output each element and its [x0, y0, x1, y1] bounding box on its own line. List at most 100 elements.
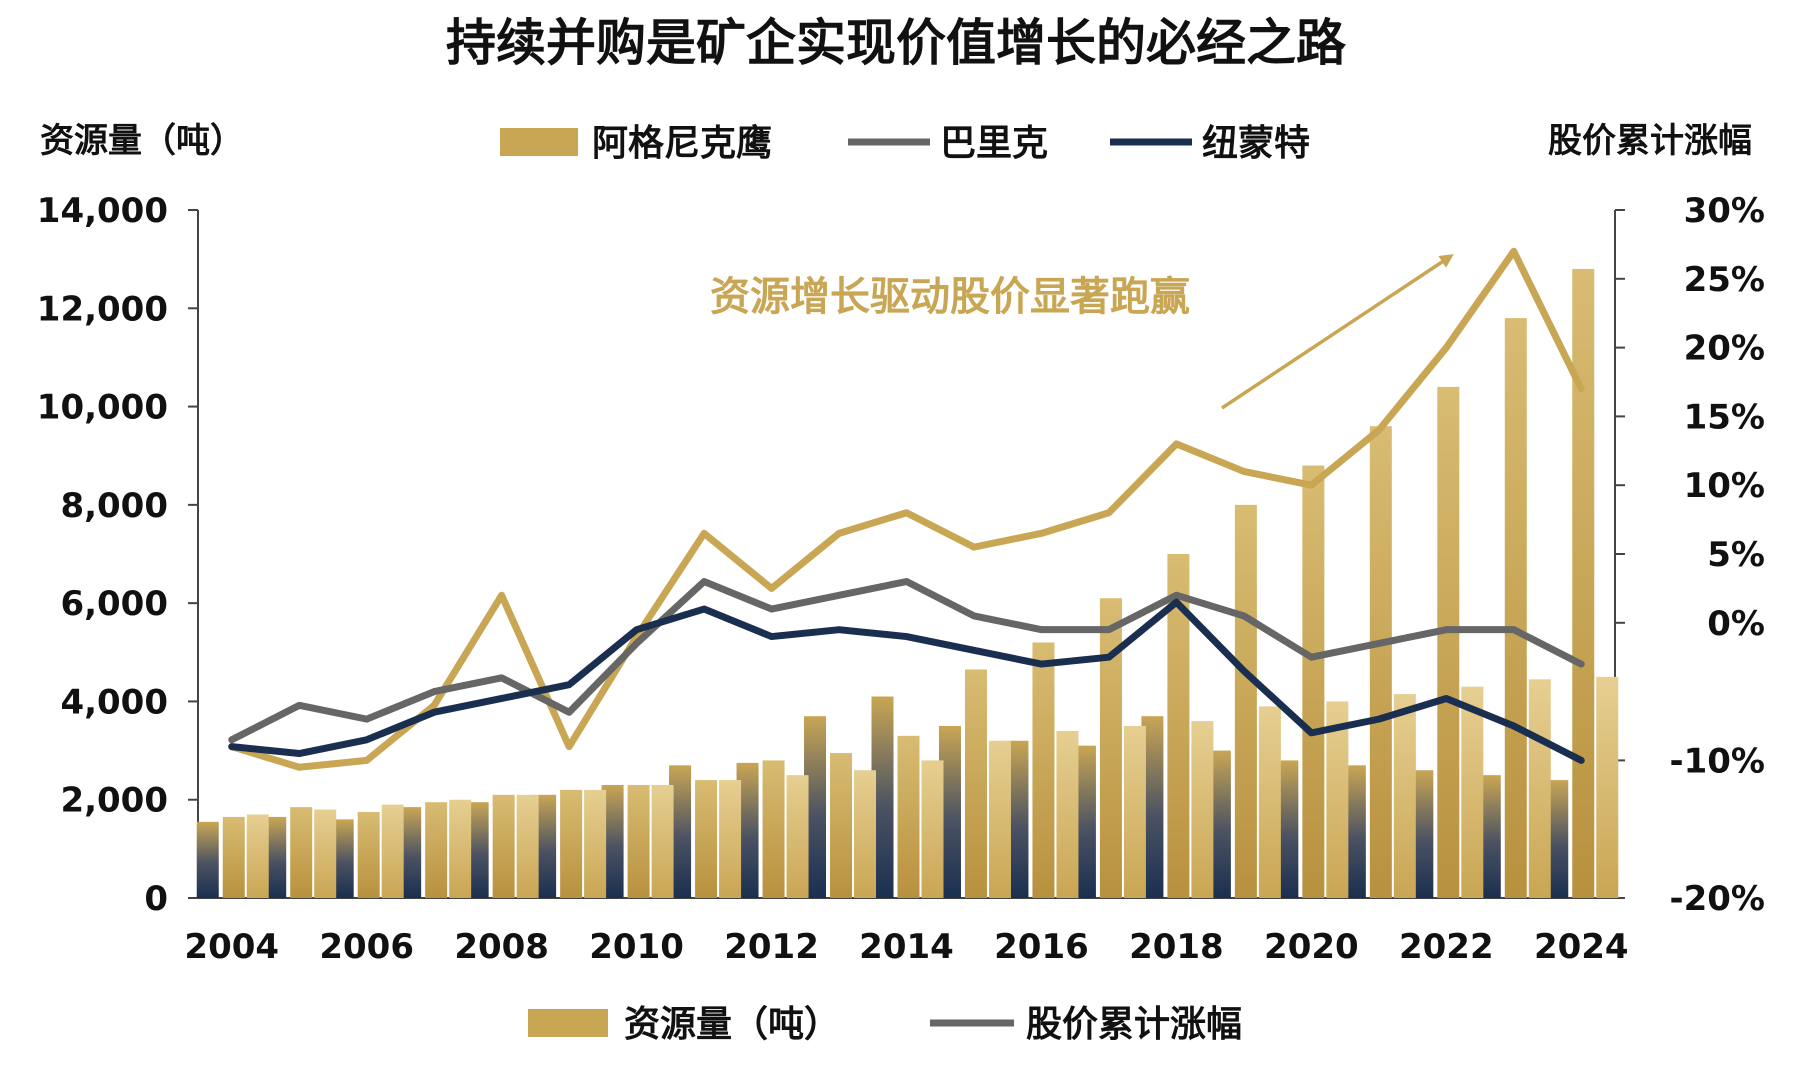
- y-axis-title: 资源量（吨）: [40, 121, 244, 161]
- bar-dark: [871, 696, 894, 898]
- bar-gold-side: [786, 775, 809, 898]
- bar-gold: [964, 669, 987, 898]
- bar-gold: [290, 807, 313, 898]
- y2-tick-label: 0%: [1707, 604, 1765, 644]
- y-tick-label: 12,000: [37, 289, 168, 329]
- bar-gold-side: [854, 770, 877, 898]
- bar-gold-side: [516, 794, 539, 898]
- bar-gold-side: [1123, 726, 1146, 898]
- bar-gold: [425, 802, 448, 898]
- bar-dark: [264, 816, 287, 898]
- legend-label: 巴里克: [940, 123, 1048, 164]
- y-tick-label: 10,000: [37, 388, 168, 428]
- bar-gold-side: [1461, 686, 1484, 898]
- bar-gold-side: [921, 760, 944, 898]
- bar-gold-side: [719, 780, 742, 898]
- x-tick-label: 2020: [1264, 927, 1359, 967]
- bar-gold: [830, 753, 853, 898]
- bar-gold: [1234, 504, 1257, 898]
- x-tick-label: 2024: [1534, 927, 1629, 967]
- bar-dark: [196, 821, 219, 898]
- bar-gold: [1099, 598, 1122, 898]
- bar-gold-side: [988, 740, 1011, 898]
- bar-dark: [1343, 765, 1366, 898]
- chart-title: 持续并购是矿企实现价值增长的必经之路: [446, 14, 1347, 72]
- bar-gold: [1302, 465, 1325, 898]
- bar-gold: [627, 784, 650, 898]
- x-tick-label: 2014: [859, 927, 954, 967]
- y2-tick-label: 25%: [1684, 260, 1765, 300]
- bar-gold-side: [381, 804, 404, 898]
- legend-swatch-bar: [500, 128, 578, 156]
- bar-dark: [1478, 775, 1501, 898]
- bar-dark: [534, 794, 557, 898]
- bar-dark: [399, 807, 422, 898]
- bar-gold: [762, 760, 785, 898]
- x-tick-label: 2012: [724, 927, 819, 967]
- x-tick-label: 2010: [589, 927, 684, 967]
- legend-top: 阿格尼克鹰 巴里克 纽蒙特: [500, 123, 1310, 164]
- y-tick-label: 2,000: [60, 781, 168, 821]
- y-axis-ticks: 0 2,000 4,000 6,000 8,000 10,000 12,000 14,000: [37, 191, 198, 919]
- lines-group: [228, 247, 1585, 771]
- bar-gold-side: [1056, 730, 1079, 898]
- y-tick-label: 4,000: [60, 682, 168, 722]
- bar-gold: [1572, 268, 1595, 898]
- bar-dark: [1208, 750, 1231, 898]
- bar-gold: [897, 735, 920, 898]
- bar-gold: [357, 812, 380, 898]
- bar-gold-side: [1258, 706, 1281, 898]
- y-tick-label: 6,000: [60, 584, 168, 624]
- y2-tick-label: 30%: [1684, 191, 1765, 231]
- legend-label: 资源量（吨）: [624, 1004, 840, 1045]
- line-series-1: [228, 578, 1585, 744]
- bar-dark: [669, 765, 692, 898]
- legend-bottom: 资源量（吨） 股价累计涨幅: [528, 1004, 1242, 1045]
- bar-gold-side: [314, 809, 337, 898]
- annotation-arrow: [1221, 254, 1454, 410]
- y-tick-label: 14,000: [37, 191, 168, 231]
- x-tick-label: 2018: [1129, 927, 1224, 967]
- y2-tick-label: 5%: [1707, 535, 1765, 575]
- bar-gold: [492, 794, 515, 898]
- bar-gold-side: [1596, 676, 1619, 898]
- line-series-0: [228, 247, 1585, 771]
- y2-axis-title: 股价累计涨幅: [1548, 121, 1752, 161]
- bar-gold-side: [584, 789, 607, 898]
- x-tick-label: 2008: [454, 927, 549, 967]
- legend-label: 阿格尼克鹰: [592, 123, 772, 164]
- bar-dark: [804, 716, 827, 898]
- bar-gold-side: [1191, 721, 1214, 898]
- bar-dark: [1141, 716, 1164, 898]
- line-series-2: [228, 598, 1585, 764]
- legend-swatch-bar: [528, 1009, 608, 1037]
- bar-gold-side: [651, 784, 674, 898]
- legend-label: 股价累计涨幅: [1026, 1004, 1242, 1045]
- bar-gold: [695, 780, 718, 898]
- x-tick-label: 2004: [184, 927, 279, 967]
- y2-tick-label: 20%: [1684, 329, 1765, 369]
- bar-dark: [601, 784, 624, 898]
- bar-gold: [1504, 318, 1527, 899]
- y2-axis-ticks: -20% -10% 0% 5% 10% 15% 20% 25% 30%: [1615, 191, 1765, 919]
- bar-dark: [736, 762, 759, 898]
- bar-gold-side: [1528, 679, 1551, 898]
- bar-gold-side: [1326, 701, 1349, 898]
- y-tick-label: 8,000: [60, 486, 168, 526]
- bar-gold: [560, 789, 583, 898]
- bar-gold-side: [449, 799, 472, 898]
- legend-label: 纽蒙特: [1202, 123, 1310, 164]
- annotation-text: 资源增长驱动股价显著跑赢: [710, 274, 1190, 320]
- y2-tick-label: 15%: [1684, 397, 1765, 437]
- bar-gold-side: [1393, 694, 1416, 898]
- x-tick-label: 2022: [1399, 927, 1494, 967]
- bar-dark: [1006, 740, 1029, 898]
- bar-gold: [1437, 386, 1460, 898]
- bar-dark: [331, 819, 354, 898]
- bar-gold: [1369, 426, 1392, 898]
- y2-tick-label: 10%: [1684, 466, 1765, 506]
- bar-dark: [1276, 760, 1299, 898]
- x-tick-label: 2006: [319, 927, 414, 967]
- bar-gold-side: [246, 814, 269, 898]
